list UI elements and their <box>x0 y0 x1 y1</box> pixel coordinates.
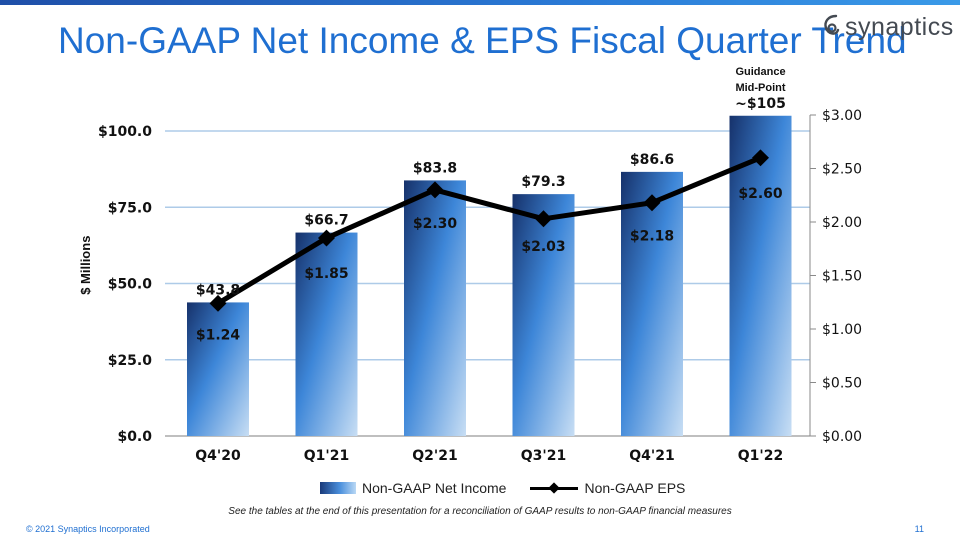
left-tick-label: $75.0 <box>108 200 153 216</box>
right-tick-label: $3.00 <box>822 108 862 124</box>
left-tick-label: $100.0 <box>98 124 152 140</box>
eps-value-label: $1.24 <box>196 327 241 343</box>
eps-line <box>216 155 762 306</box>
category-label: Q1'21 <box>304 448 349 464</box>
eps-marker <box>535 210 552 228</box>
bar-value-label: ~$105 <box>735 96 786 112</box>
bar-value-label: $83.8 <box>413 160 457 176</box>
bar-value-label: $43.8 <box>196 282 240 298</box>
legend-net-income-label: Non-GAAP Net Income <box>362 480 507 496</box>
page-number: 11 <box>914 524 924 534</box>
left-axis-title: $ Millions <box>78 236 93 295</box>
right-tick-label: $2.00 <box>822 215 862 231</box>
guidance-annotation: Mid-Point <box>735 82 785 94</box>
eps-value-label: $2.03 <box>521 239 565 255</box>
bar-value-label: $79.3 <box>521 174 565 190</box>
right-tick-label: $0.00 <box>822 429 862 445</box>
logo-text: synaptics <box>845 12 954 41</box>
eps-value-label: $2.30 <box>413 216 458 232</box>
footnote: See the tables at the end of this presen… <box>228 506 732 517</box>
eps-value-label: $2.60 <box>738 186 783 202</box>
bar-2 <box>404 180 466 436</box>
right-tick-label: $1.00 <box>822 322 862 338</box>
synaptics-logo: synaptics <box>820 10 954 44</box>
right-tick-label: $2.50 <box>822 162 862 178</box>
bar-0 <box>187 302 249 436</box>
bar-value-label: $66.7 <box>304 213 348 229</box>
category-label: Q1'22 <box>738 448 783 464</box>
right-tick-label: $0.50 <box>822 376 862 392</box>
category-label: Q2'21 <box>412 448 457 464</box>
left-tick-label: $0.0 <box>117 429 152 445</box>
eps-value-label: $2.18 <box>630 229 674 245</box>
bar-4 <box>621 171 683 436</box>
category-label: Q4'20 <box>195 448 241 464</box>
eps-marker <box>426 181 444 199</box>
eps-marker <box>752 149 769 167</box>
eps-value-label: $1.85 <box>304 266 348 282</box>
copyright-text: © 2021 Synaptics Incorporated <box>26 524 150 534</box>
category-label: Q3'21 <box>521 448 566 464</box>
left-tick-label: $50.0 <box>108 277 153 293</box>
synaptics-logo-icon <box>824 14 840 35</box>
page-title: Non-GAAP Net Income & EPS Fiscal Quarter… <box>58 20 907 61</box>
category-label: Q4'21 <box>629 448 674 464</box>
guidance-annotation: Guidance <box>735 66 785 78</box>
top-accent-bar <box>0 0 960 5</box>
right-tick-label: $1.50 <box>822 269 862 285</box>
eps-marker <box>643 194 661 212</box>
bar-5 <box>729 115 792 436</box>
legend-eps-swatch <box>530 482 579 494</box>
bar-3 <box>512 194 575 436</box>
chart-legend: Non-GAAP Net Income Non-GAAP EPS <box>320 480 689 496</box>
eps-marker <box>209 294 227 312</box>
legend-eps-label: Non-GAAP EPS <box>584 480 686 496</box>
eps-marker <box>318 229 335 247</box>
bar-value-label: $86.6 <box>630 152 674 168</box>
legend-net-income-swatch <box>320 482 356 494</box>
left-tick-label: $25.0 <box>108 353 153 369</box>
bar-1 <box>295 232 358 436</box>
